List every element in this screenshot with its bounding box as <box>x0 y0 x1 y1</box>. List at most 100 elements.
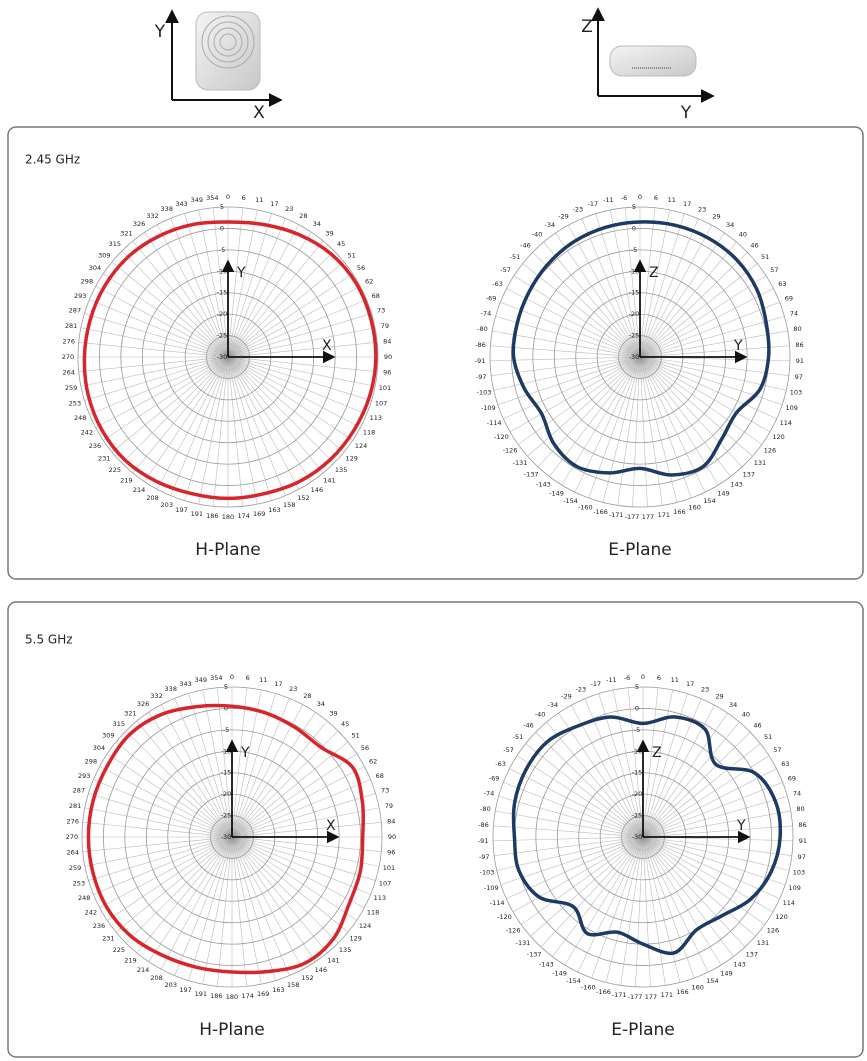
angle-label: -97 <box>479 853 490 861</box>
angle-label: -86 <box>478 821 489 829</box>
angle-label: 169 <box>253 510 265 518</box>
spoke <box>636 849 643 987</box>
angle-label: 103 <box>793 869 805 877</box>
angle-label: -160 <box>578 503 593 511</box>
spoke <box>235 232 312 347</box>
spoke <box>239 313 371 353</box>
angle-label: 143 <box>730 481 742 489</box>
angle-label: 149 <box>717 490 729 498</box>
angle-label: 23 <box>285 205 293 213</box>
spoke <box>242 754 357 831</box>
angle-label: 171 <box>658 511 670 519</box>
angle-label: 135 <box>339 946 351 954</box>
angle-label: 6 <box>654 194 658 202</box>
spoke <box>244 808 379 835</box>
angle-label: 236 <box>93 922 105 930</box>
page-canvas: Y X Z Y 2.45 GHz 5.5 GHz 061117232834394… <box>0 0 867 1061</box>
angle-label: 231 <box>102 935 114 943</box>
angle-label: 158 <box>283 501 295 509</box>
angle-label: 79 <box>381 322 389 330</box>
spoke <box>234 225 299 347</box>
angle-label: 34 <box>313 220 321 228</box>
spoke <box>239 300 366 353</box>
spoke <box>184 213 224 345</box>
angle-label: 107 <box>379 879 391 887</box>
angle-label: 29 <box>715 692 723 700</box>
angle-label: 120 <box>772 433 784 441</box>
r-tick-label: -25 <box>221 812 232 820</box>
spoke <box>243 840 375 880</box>
r-tick-label: -10 <box>629 267 640 275</box>
angle-label: 97 <box>798 853 806 861</box>
angle-label: 219 <box>120 477 132 485</box>
spoke <box>81 359 216 386</box>
angle-label: 141 <box>323 477 335 485</box>
spoke <box>157 225 222 347</box>
r-tick-label: 0 <box>220 224 224 232</box>
angle-label: 57 <box>773 746 781 754</box>
angle-label: 304 <box>93 744 105 752</box>
spoke <box>650 713 728 827</box>
angle-label: 231 <box>98 455 110 463</box>
angle-label: 137 <box>746 950 758 958</box>
spoke <box>243 780 370 833</box>
spoke <box>646 225 712 346</box>
spoke <box>93 780 220 833</box>
angle-label: -91 <box>475 357 486 365</box>
panel <box>8 602 863 1057</box>
r-tick-label: -10 <box>632 747 643 755</box>
spoke <box>237 698 290 825</box>
spoke <box>126 731 224 829</box>
angle-label: 51 <box>348 251 356 259</box>
device <box>196 12 260 90</box>
spoke <box>93 842 220 895</box>
angle-label: 253 <box>69 399 81 407</box>
r-tick-label: -5 <box>631 246 637 254</box>
spoke <box>651 722 740 828</box>
angle-label: 203 <box>161 501 173 509</box>
angle-label: -17 <box>591 680 602 688</box>
angle-label: 28 <box>303 692 311 700</box>
r-tick-label: 0 <box>632 224 636 232</box>
angle-label: 68 <box>376 772 384 780</box>
angle-label: 186 <box>210 992 222 1000</box>
angle-label: 0 <box>638 193 642 201</box>
angle-label: 146 <box>315 966 327 974</box>
spoke <box>239 360 371 400</box>
angle-label: 118 <box>363 428 375 436</box>
angle-label: 114 <box>783 899 795 907</box>
spoke <box>244 839 379 866</box>
angle-label: 124 <box>355 442 367 450</box>
spoke <box>239 286 361 351</box>
angle-label: 143 <box>733 961 745 969</box>
chart-title: E-Plane <box>608 540 672 560</box>
angle-label: -74 <box>481 310 492 318</box>
axis-label: Z <box>652 745 662 761</box>
spoke <box>606 849 640 983</box>
angle-label: -23 <box>576 686 587 694</box>
angle-label: 191 <box>191 510 203 518</box>
angle-label: 40 <box>742 710 750 718</box>
page: {"header": {"icons": [{"vertical": "Y", … <box>0 0 867 1061</box>
spoke <box>89 300 216 353</box>
angle-label: 86 <box>795 341 803 349</box>
spoke <box>230 369 257 504</box>
angle-label: 97 <box>795 373 803 381</box>
spoke <box>188 848 228 980</box>
angle-label: 248 <box>74 414 86 422</box>
angle-label: 101 <box>379 384 391 392</box>
chart-title: E-Plane <box>611 1020 675 1040</box>
spoke <box>149 847 226 962</box>
angle-label: 29 <box>712 212 720 220</box>
angle-label: 315 <box>113 720 125 728</box>
angle-label: 90 <box>384 353 392 361</box>
angle-label: 171 <box>661 991 673 999</box>
angle-label: 338 <box>165 685 177 693</box>
r-tick-label: -20 <box>221 790 232 798</box>
angle-label: -103 <box>477 389 492 397</box>
axis-label: Y <box>240 745 250 761</box>
spoke <box>96 286 218 351</box>
angle-label: 225 <box>109 466 121 474</box>
spoke <box>236 251 334 349</box>
angle-label: 46 <box>750 241 758 249</box>
